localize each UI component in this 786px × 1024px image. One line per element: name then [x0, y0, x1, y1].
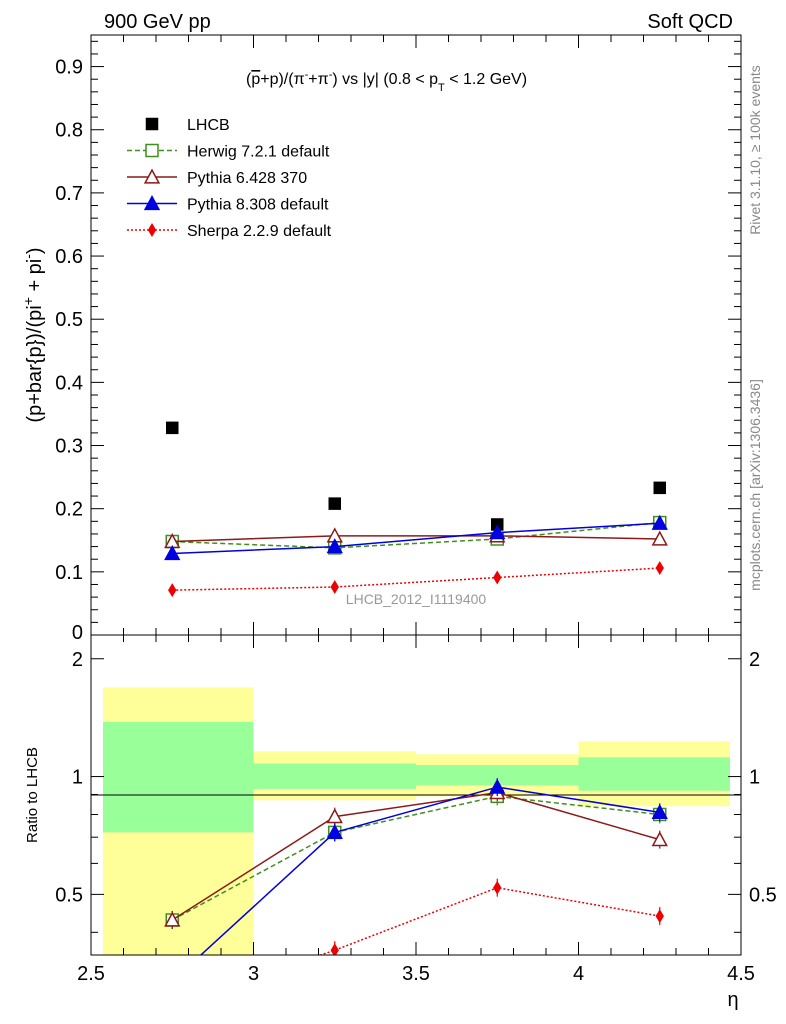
legend-entry: Herwig 7.2.1 default	[127, 144, 330, 161]
rivet-version-label: Rivet 3.1.10, ≥ 100k events	[747, 65, 763, 235]
main-y-tick-label: 0.3	[55, 436, 83, 458]
ratio-panel: 0.5 0.5 1 1 2 2 2.5 3 3.5 4 4.5 Ratio to LHCB η	[24, 634, 777, 1012]
main-y-tick-label: 0	[72, 622, 83, 644]
uncertainty-band-inner	[578, 757, 730, 791]
legend-marker	[145, 117, 159, 131]
x-tick-label: 3	[248, 963, 259, 985]
ratio-y-tick-label: 1	[72, 767, 83, 789]
x-axis-label: η	[727, 989, 738, 1011]
main-y-tick-label: 0.6	[55, 246, 83, 268]
ratio-series-pythia-8-308-default	[165, 778, 668, 987]
data-point	[651, 530, 668, 546]
series-line	[172, 567, 660, 591]
ratio-series-line	[171, 795, 660, 921]
uncertainty-band-inner	[253, 763, 416, 789]
data-point	[168, 583, 177, 598]
x-tick-label: 2.5	[77, 963, 105, 985]
uncertainty-band-inner	[416, 765, 579, 786]
data-point	[166, 421, 179, 435]
main-panel: 0.1 0.2 0.3 0.4 0.5 0.6 0.7 0.8 0.9 0 (p+p)/(π-+π…	[20, 34, 742, 644]
ratio-data-point	[651, 803, 668, 819]
legend-label: Herwig 7.2.1 default	[187, 144, 330, 161]
legend: LHCB Herwig 7.2.1 default Pythia 6.428 370…	[127, 117, 332, 240]
series-sherpa-2-2-9-default	[168, 561, 664, 598]
ratio-y-tick-label-right: 2	[749, 649, 760, 671]
data-point	[651, 514, 668, 530]
legend-entry: Pythia 6.428 370	[127, 168, 307, 187]
legend-label: Pythia 8.308 default	[187, 197, 329, 214]
data-point	[164, 545, 181, 561]
series-line	[172, 535, 660, 543]
legend-label: Pythia 6.428 370	[187, 170, 307, 187]
ratio-series-line	[199, 786, 660, 955]
ratio-data-point	[489, 778, 506, 794]
legend-label: LHCB	[187, 117, 230, 134]
x-tick-label: 3.5	[402, 963, 430, 985]
ratio-series-line	[318, 886, 660, 955]
ratio-y-tick-label: 2	[72, 649, 83, 671]
legend-entry: Sherpa 2.2.9 default	[127, 223, 332, 240]
legend-marker	[147, 223, 157, 237]
ratio-data-point	[493, 880, 502, 895]
main-y-tick-label: 0.1	[55, 562, 83, 584]
analysis-watermark: LHCB_2012_I1119400	[346, 591, 487, 607]
main-y-tick-label: 0.7	[55, 183, 83, 205]
ratio-y-tick-label: 0.5	[55, 884, 83, 906]
data-point	[493, 570, 502, 585]
legend-marker	[143, 195, 161, 211]
ratio-data-point	[326, 823, 343, 840]
main-y-tick-label: 0.4	[55, 372, 83, 394]
ratio-data-point	[164, 911, 181, 927]
mcplots-credit-label: mcplots.cern.ch [arXiv:1306.3436]	[747, 379, 763, 591]
legend-label: Sherpa 2.2.9 default	[187, 223, 332, 240]
x-tick-label: 4	[573, 963, 584, 985]
ratio-data-point	[651, 831, 668, 847]
main-y-axis-label: (p+bar{p})/(pi+ + pi-)	[20, 247, 46, 422]
legend-marker	[145, 143, 159, 158]
x-tick-label: 4.5	[727, 963, 755, 985]
main-y-tick-label: 0.5	[55, 309, 83, 331]
data-point	[326, 538, 343, 554]
ratio-data-point	[330, 943, 339, 955]
ratio-series-line	[171, 791, 660, 921]
series-lhcb	[166, 421, 666, 531]
series-line	[172, 521, 660, 549]
ratio-y-axis-label: Ratio to LHCB	[24, 747, 41, 843]
ratio-data-point	[655, 909, 664, 924]
ratio-data-point	[326, 808, 343, 824]
data-point	[489, 524, 506, 540]
legend-entry: LHCB	[145, 117, 230, 134]
main-y-tick-label: 0.9	[55, 57, 83, 79]
legend-marker	[143, 168, 161, 184]
main-y-tick-label: 0.2	[55, 499, 83, 521]
data-point	[330, 580, 339, 594]
header-collision-label: 900 GeV pp	[104, 11, 211, 33]
uncertainty-band-inner	[103, 721, 254, 833]
data-point	[328, 497, 341, 510]
ratio-data-point	[165, 974, 179, 987]
legend-entry: Pythia 8.308 default	[127, 195, 329, 214]
main-y-tick-label: 0.8	[55, 120, 83, 142]
series-pythia-8-308-default	[164, 514, 668, 561]
ratio-series-sherpa-2-2-9-default	[169, 878, 664, 1012]
ratio-data-point	[169, 1000, 176, 1012]
ratio-y-tick-label-right: 1	[749, 767, 760, 789]
header-category-label: Soft QCD	[647, 11, 733, 33]
main-plot-title: (p+p)/(π-+π-) vs |y| (0.8 < pT < 1.2 GeV…	[246, 69, 527, 94]
data-point	[653, 481, 666, 495]
ratio-y-tick-label-right: 0.5	[749, 884, 777, 906]
data-point	[655, 561, 664, 576]
series-line	[172, 522, 660, 555]
